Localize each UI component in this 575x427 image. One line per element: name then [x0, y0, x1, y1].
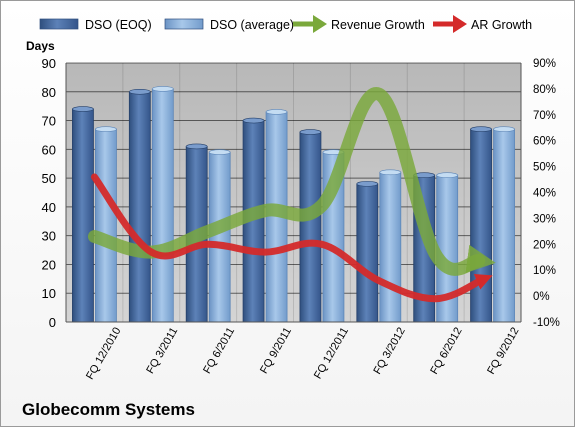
bar-body [299, 131, 322, 323]
x-tick-label: FQ 12/2011 [312, 326, 351, 382]
axes [65, 63, 522, 323]
legend-swatch [164, 18, 204, 30]
legend-item: AR Growth [433, 15, 532, 33]
right-tick-label: -10% [533, 317, 560, 329]
right-tick-label: 70% [533, 110, 556, 122]
bar-dso-average [493, 126, 515, 323]
bar-body [208, 151, 231, 323]
bar-dso-average [151, 86, 174, 323]
bar-body [470, 128, 492, 323]
left-tick-label: 20 [42, 257, 56, 272]
legend-item: Revenue Growth [293, 15, 425, 33]
bar-top [242, 117, 265, 124]
bar-body [493, 128, 515, 323]
bar-top [436, 172, 458, 179]
revenue-growth-line [87, 87, 496, 276]
bar-top [185, 143, 208, 150]
left-tick-label: 60 [42, 142, 56, 157]
bar-dso-eoq [299, 129, 322, 323]
legend-label: AR Growth [471, 18, 532, 32]
x-tick-label: FQ 6/2012 [428, 326, 464, 377]
bar-body [72, 108, 94, 323]
bar-top [493, 126, 515, 132]
right-tick-label: 50% [533, 162, 556, 174]
bar-body [356, 183, 379, 323]
line-series [87, 87, 496, 303]
bar-dso-eoq [72, 106, 94, 323]
bar-top [299, 129, 322, 135]
bar-dso-eoq [356, 181, 379, 323]
legend: DSO (EOQ) DSO (average) Revenue Growth AR G… [39, 15, 532, 33]
right-tick-label: 20% [533, 239, 556, 251]
bar-body [128, 91, 151, 323]
legend-arrow-head [453, 15, 467, 33]
right-tick-label: 0% [533, 291, 550, 303]
right-tick-label: 10% [533, 265, 556, 277]
right-axis-ticks: -10% 0% 10% 20% 30% 40% 50% 60% 70% 80% 90% [533, 58, 560, 329]
y-left-axis-label: Days [26, 39, 55, 53]
x-tick-label: FQ 3/2011 [144, 326, 180, 376]
bar-body [151, 88, 174, 323]
left-tick-label: 0 [49, 315, 56, 330]
left-tick-label: 30 [42, 229, 56, 244]
x-tick-label: FQ 6/2011 [201, 326, 237, 376]
bar-top [356, 181, 379, 187]
bar-dso-eoq [470, 126, 492, 323]
left-tick-label: 80 [42, 85, 56, 100]
bar-dso-eoq [128, 88, 151, 323]
bar-body [95, 128, 117, 323]
bar-top [379, 169, 402, 176]
legend-label: DSO (average) [210, 18, 294, 32]
right-tick-label: 80% [533, 84, 556, 96]
right-tick-label: 90% [533, 58, 556, 70]
left-tick-label: 40 [42, 200, 56, 215]
bar-top [470, 126, 492, 132]
bar-dso-average [379, 169, 402, 323]
x-tick-label: FQ 9/2011 [258, 326, 294, 376]
left-tick-label: 70 [42, 114, 56, 129]
x-tick-label: FQ 3/2012 [371, 326, 407, 377]
legend-item: DSO (average) [164, 18, 294, 32]
bar-top [72, 106, 94, 112]
right-tick-label: 60% [533, 136, 556, 148]
ar-growth-line [90, 173, 493, 303]
chart-title: Globecomm Systems [22, 400, 195, 419]
legend-label: Revenue Growth [331, 18, 425, 32]
x-axis-ticks: FQ 12/2010 FQ 3/2011 FQ 6/2011 FQ 9/2011 FQ … [84, 326, 522, 382]
legend-arrow-head [313, 15, 327, 33]
left-tick-label: 50 [42, 171, 56, 186]
bar-top [152, 86, 174, 92]
left-tick-label: 90 [42, 56, 56, 71]
bar-body [379, 171, 402, 323]
bar-top [129, 88, 151, 95]
bar-dso-average [95, 126, 117, 323]
legend-swatch [39, 18, 79, 30]
left-axis-ticks: 0 10 20 30 40 50 60 70 80 90 [42, 56, 56, 330]
x-tick-label: FQ 9/2012 [485, 326, 521, 377]
left-tick-label: 10 [42, 286, 56, 301]
bar-top [95, 126, 117, 132]
legend-label: DSO (EOQ) [85, 18, 152, 32]
x-tick-label: FQ 12/2010 [84, 326, 123, 382]
legend-item: DSO (EOQ) [39, 18, 152, 32]
bar-top [208, 149, 231, 156]
bar-top [265, 109, 288, 115]
right-tick-label: 30% [533, 213, 556, 225]
right-tick-label: 40% [533, 188, 556, 200]
